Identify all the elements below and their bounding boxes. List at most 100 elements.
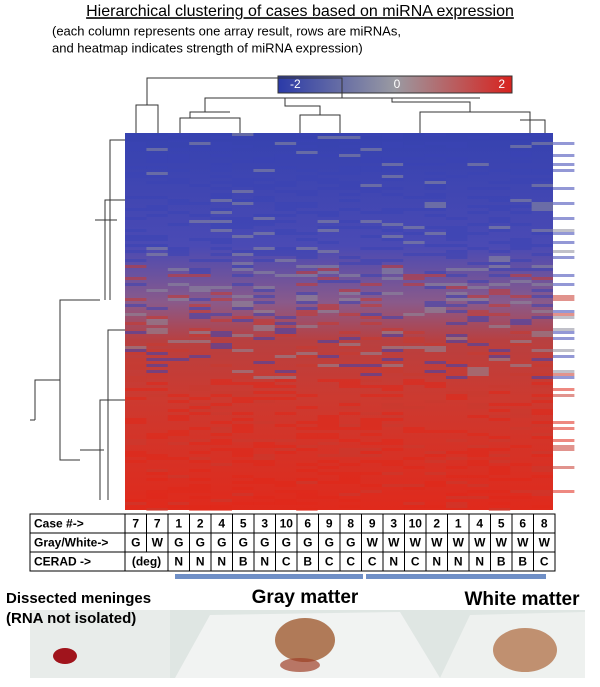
- heatmap-cell: [381, 397, 404, 400]
- heatmap-cell: [125, 313, 147, 316]
- heatmap-cell: [381, 349, 404, 352]
- heatmap-cell: [446, 304, 468, 307]
- heatmap-cell: [360, 226, 382, 229]
- heatmap-cell: [403, 373, 425, 376]
- heatmap-cell: [446, 256, 468, 259]
- heatmap-cell: [189, 307, 211, 310]
- heatmap-cell: [253, 295, 275, 298]
- heatmap-cell: [553, 241, 575, 244]
- heatmap-cell: [317, 265, 339, 268]
- heatmap-cell: [146, 469, 168, 472]
- heatmap-cell: [167, 487, 190, 490]
- heatmap-cell: [339, 493, 361, 496]
- heatmap-cell: [189, 304, 211, 307]
- heatmap-cell: [296, 283, 318, 286]
- heatmap-cell: [125, 499, 147, 502]
- heatmap-cell: [296, 394, 318, 397]
- heatmap-cell: [403, 145, 425, 148]
- heatmap-cell: [274, 145, 297, 148]
- heatmap-cell: [446, 145, 468, 148]
- heatmap-cell: [553, 427, 575, 430]
- heatmap-cell: [274, 322, 297, 325]
- heatmap-cell: [531, 475, 553, 478]
- heatmap-cell: [189, 202, 211, 205]
- heatmap-cell: [446, 292, 468, 295]
- heatmap-cell: [167, 283, 190, 286]
- heatmap-cell: [232, 460, 254, 463]
- heatmap-cell: [317, 154, 339, 157]
- heatmap-cell: [167, 178, 190, 181]
- heatmap-cell: [125, 277, 147, 280]
- heatmap-cell: [296, 406, 318, 409]
- gw-cell: W: [517, 536, 529, 550]
- heatmap-cell: [232, 487, 254, 490]
- heatmap-cell: [232, 136, 254, 139]
- heatmap-cell: [381, 229, 404, 232]
- heatmap-cell: [274, 232, 297, 235]
- heatmap-cell: [189, 406, 211, 409]
- heatmap-cell: [531, 382, 553, 385]
- heatmap-cell: [446, 175, 468, 178]
- heatmap-cell: [274, 181, 297, 184]
- heatmap-cell: [424, 286, 446, 289]
- case-cell: 9: [326, 517, 333, 531]
- cerad-cell: B: [497, 555, 506, 569]
- heatmap-cell: [360, 169, 382, 172]
- heatmap-cell: [488, 229, 511, 232]
- heatmap-cell: [210, 142, 232, 145]
- heatmap-cell: [189, 385, 211, 388]
- heatmap-cell: [125, 196, 147, 199]
- top-dendrogram: [135, 77, 546, 133]
- heatmap-cell: [531, 436, 553, 439]
- heatmap-cell: [531, 358, 553, 361]
- heatmap-cell: [146, 508, 168, 511]
- heatmap-cell: [296, 202, 318, 205]
- heatmap-cell: [446, 337, 468, 340]
- heatmap-cell: [510, 211, 532, 214]
- heatmap-cell: [446, 340, 468, 343]
- heatmap-cell: [424, 361, 446, 364]
- heatmap-cell: [403, 379, 425, 382]
- heatmap-cell: [424, 454, 446, 457]
- heatmap-cell: [488, 187, 511, 190]
- heatmap-cell: [531, 331, 553, 334]
- heatmap-cell: [317, 277, 339, 280]
- heatmap-cell: [446, 505, 468, 508]
- heatmap-cell: [274, 142, 297, 145]
- heatmap-cell: [210, 343, 232, 346]
- heatmap-cell: [403, 466, 425, 469]
- heatmap-cell: [488, 220, 511, 223]
- heatmap-cell: [360, 490, 382, 493]
- heatmap-cell: [488, 133, 511, 136]
- heatmap-cell: [488, 304, 511, 307]
- heatmap-cell: [531, 412, 553, 415]
- heatmap-cell: [317, 436, 339, 439]
- case-cell: 7: [154, 517, 161, 531]
- heatmap-cell: [339, 352, 361, 355]
- cerad-cell: C: [282, 555, 291, 569]
- heatmap-cell: [488, 460, 511, 463]
- heatmap-cell: [360, 385, 382, 388]
- heatmap-cell: [274, 328, 297, 331]
- heatmap-cell: [232, 349, 254, 352]
- heatmap-cell: [125, 283, 147, 286]
- heatmap-cell: [339, 220, 361, 223]
- heatmap-cell: [360, 412, 382, 415]
- heatmap-cell: [360, 298, 382, 301]
- heatmap-cell: [189, 328, 211, 331]
- heatmap-cell: [253, 322, 275, 325]
- heatmap-cell: [232, 295, 254, 298]
- heatmap-cell: [189, 340, 211, 343]
- case-cell: 5: [240, 517, 247, 531]
- heatmap-cell: [317, 355, 339, 358]
- heatmap-cell: [446, 493, 468, 496]
- heatmap-cell: [274, 445, 297, 448]
- heatmap-cell: [553, 256, 575, 259]
- heatmap-cell: [510, 160, 532, 163]
- heatmap-cell: [167, 148, 190, 151]
- heatmap-cell: [446, 361, 468, 364]
- heatmap-cell: [296, 193, 318, 196]
- heatmap-cell: [381, 370, 404, 373]
- heatmap-cell: [232, 220, 254, 223]
- heatmap-cell: [510, 403, 532, 406]
